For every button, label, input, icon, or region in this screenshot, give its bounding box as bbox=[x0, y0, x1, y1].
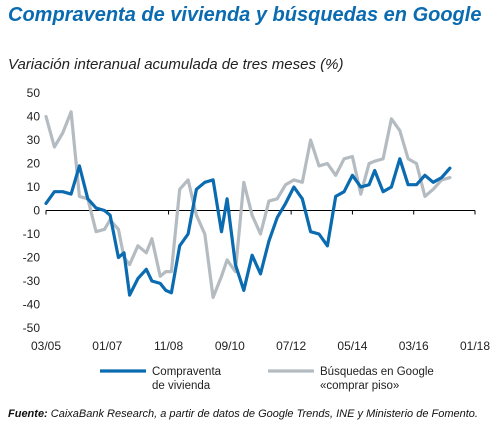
x-tick-label: 01/07 bbox=[92, 339, 122, 353]
source-label: Fuente: bbox=[8, 408, 48, 420]
x-tick-label: 05/14 bbox=[337, 339, 367, 353]
source-text: CaixaBank Research, a partir de datos de… bbox=[47, 408, 478, 420]
x-tick-label: 03/05 bbox=[31, 339, 61, 353]
x-tick-label: 09/10 bbox=[215, 339, 245, 353]
x-tick-label: 01/18 bbox=[460, 339, 490, 353]
legend: Compraventa de vivienda Búsquedas en Googl… bbox=[100, 366, 434, 392]
chart-subtitle: Variación interanual acumulada de tres m… bbox=[8, 56, 344, 73]
x-tick-label: 03/16 bbox=[399, 339, 429, 353]
series-line-1 bbox=[44, 110, 452, 299]
x-axis: 03/05 01/07 11/08 09/10 07/12 05/14 03/16 01/18 bbox=[31, 210, 490, 353]
y-axis: -50 -40 -30 -20 -10 0 10 20 30 40 50 bbox=[23, 86, 475, 335]
line-chart: -50 -40 -30 -20 -10 0 10 20 30 40 50 03/05 01/07 11/… bbox=[23, 86, 491, 392]
legend-label-0: de vivienda bbox=[152, 380, 211, 392]
legend-label-1: «comprar piso» bbox=[320, 380, 399, 392]
y-tick-label: -30 bbox=[23, 274, 41, 288]
y-tick-label: -10 bbox=[23, 227, 41, 241]
y-tick-label: 0 bbox=[33, 204, 40, 218]
y-tick-label: -20 bbox=[23, 251, 41, 265]
y-tick-label: 50 bbox=[27, 86, 41, 100]
series-layer bbox=[44, 110, 452, 299]
legend-label-0: Compraventa bbox=[152, 366, 222, 378]
x-tick-label: 11/08 bbox=[154, 339, 183, 353]
chart-title: Compraventa de vivienda y búsquedas en G… bbox=[8, 4, 482, 26]
legend-label-1: Búsquedas en Google bbox=[320, 366, 434, 378]
y-tick-label: 10 bbox=[27, 180, 41, 194]
x-tick-label: 07/12 bbox=[276, 339, 306, 353]
y-tick-label: 40 bbox=[27, 110, 41, 124]
source-note: Fuente: CaixaBank Research, a partir de … bbox=[8, 408, 493, 420]
y-tick-label: -40 bbox=[23, 298, 41, 312]
y-tick-label: -50 bbox=[23, 321, 41, 335]
y-tick-label: 30 bbox=[27, 133, 41, 147]
y-tick-label: 20 bbox=[27, 157, 41, 171]
series-line-0 bbox=[44, 157, 452, 297]
